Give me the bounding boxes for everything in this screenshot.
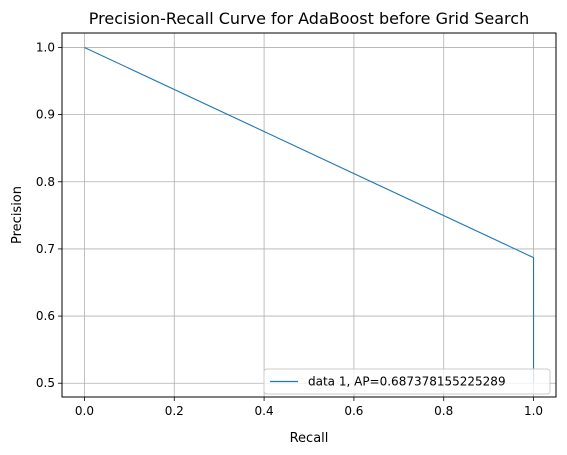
- y-tick-label: 1.0: [36, 40, 55, 54]
- x-tick-label: 0.8: [434, 404, 453, 418]
- chart-title: Precision-Recall Curve for AdaBoost befo…: [89, 9, 529, 28]
- y-axis-label: Precision: [10, 186, 25, 244]
- legend-box: [263, 368, 551, 395]
- legend: data 1, AP=0.687378155225289: [263, 368, 551, 395]
- y-tick-label: 0.7: [36, 242, 55, 256]
- axis-ticks: 0.0 0.2 0.4 0.6 0.8 1.0 0.5 0.6 0.7 0.8 0.9 1.0: [36, 40, 543, 418]
- series-line: [84, 46, 535, 384]
- x-tick-label: 0.6: [344, 404, 363, 418]
- x-tick-label: 0.0: [75, 404, 94, 418]
- series-layer: [84, 46, 535, 384]
- plot-frame: [61, 32, 557, 398]
- x-tick-label: 1.0: [524, 404, 543, 418]
- x-tick-label: 0.2: [165, 404, 184, 418]
- y-tick-label: 0.9: [36, 108, 55, 122]
- y-tick-label: 0.6: [36, 309, 55, 323]
- grid: [62, 33, 556, 397]
- y-tick-label: 0.8: [36, 175, 55, 189]
- y-tick-label: 0.5: [36, 376, 55, 390]
- x-axis-label: Recall: [290, 431, 329, 446]
- legend-label: data 1, AP=0.687378155225289: [308, 375, 506, 389]
- x-tick-label: 0.4: [255, 404, 274, 418]
